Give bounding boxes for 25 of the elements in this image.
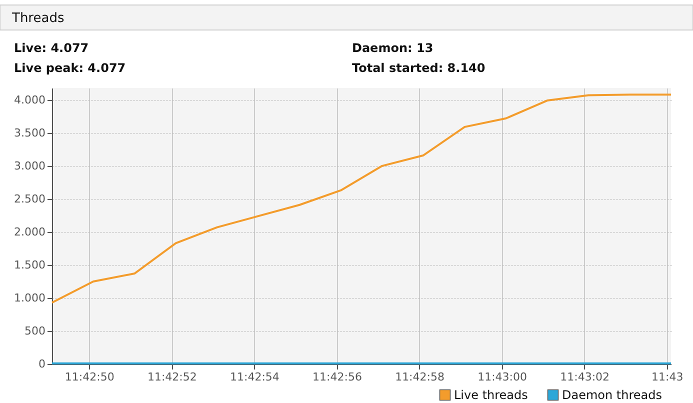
x-tick-label: 11:42:54: [230, 370, 280, 384]
y-tick-label: 3.000: [14, 159, 46, 172]
text: Daemon: 13: [352, 41, 434, 55]
x-tick-label: 11:43: [652, 370, 684, 384]
text: Total started: 8.140: [352, 61, 486, 75]
x-tick-label: 11:42:50: [64, 370, 114, 384]
y-tick-label: 4.000: [14, 93, 46, 106]
x-tick-label: 11:42:56: [312, 370, 362, 384]
x-tick-label: 11:43:00: [478, 370, 528, 384]
y-tick-label: 2.000: [14, 225, 46, 238]
y-tick-label: 0: [38, 358, 46, 370]
text: Live: 4.077: [14, 41, 89, 55]
y-tick-label: 2.500: [14, 192, 46, 206]
chart-title: Threads: [11, 11, 64, 26]
y-tick-label: 1.500: [14, 258, 46, 272]
x-tick-label: 11:42:52: [147, 370, 197, 384]
x-tick-label: 11:42:58: [395, 370, 444, 384]
x-tick-label: 11:43:02: [560, 370, 610, 384]
y-tick-label: 1.000: [14, 291, 46, 304]
text: Live peak: 4.077: [14, 61, 126, 75]
legend-label: Daemon threads: [562, 388, 662, 402]
y-tick-label: 500: [24, 324, 46, 338]
line-series: [51, 94, 672, 304]
y-tick-label: 3.500: [14, 126, 46, 140]
legend-label: Live threads: [454, 388, 528, 402]
